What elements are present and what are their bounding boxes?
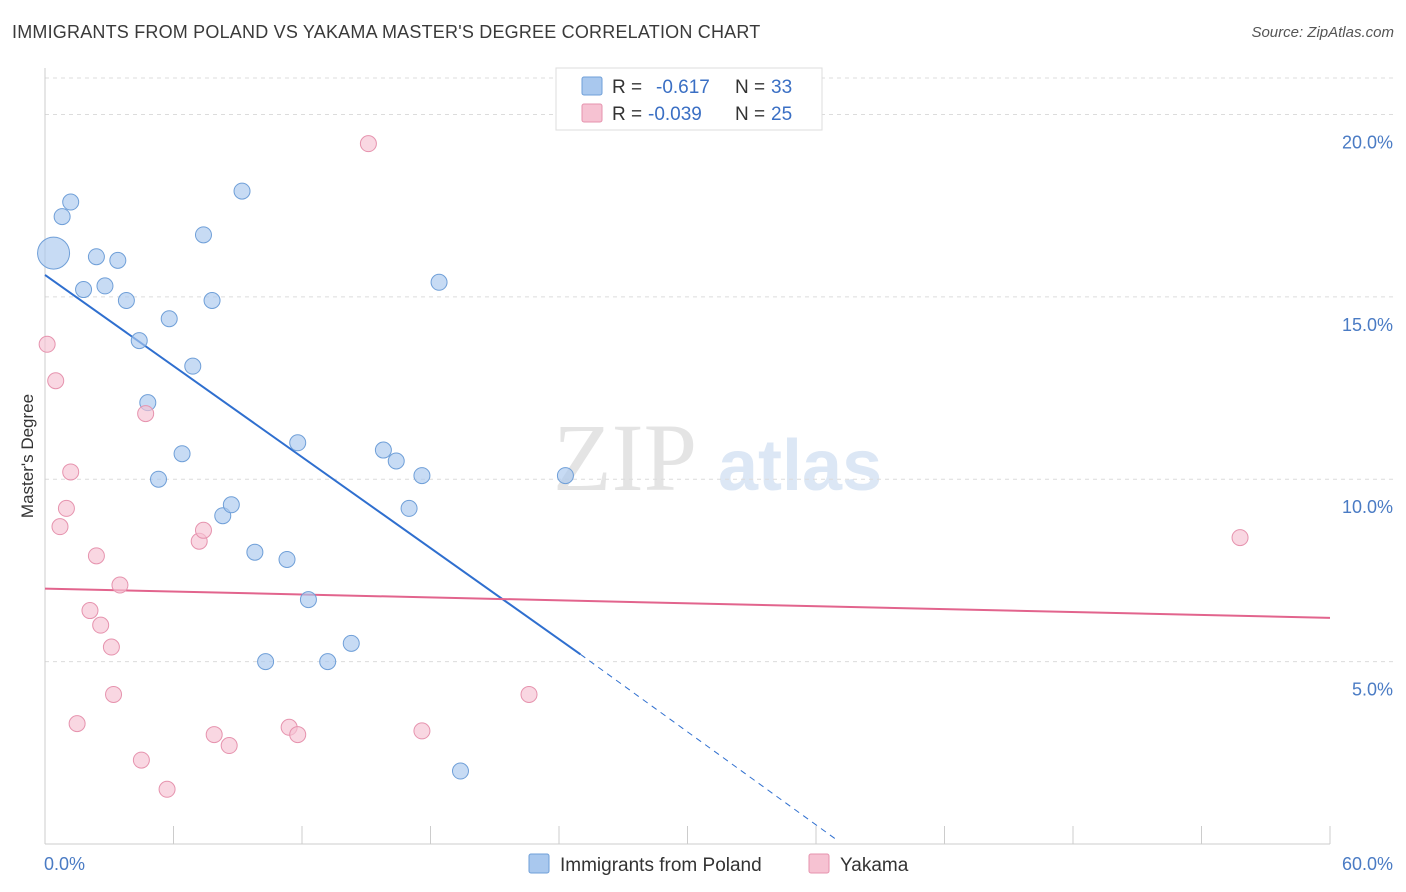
point-yakama-21 — [359, 135, 377, 153]
point-poland-20 — [257, 653, 275, 671]
point-poland-6 — [109, 251, 127, 269]
point-poland-10 — [150, 470, 168, 488]
point-poland-5 — [96, 277, 114, 295]
point-poland-23 — [299, 591, 317, 609]
point-poland-25 — [342, 634, 360, 652]
point-yakama-2 — [51, 518, 69, 536]
point-yakama-0 — [38, 335, 56, 353]
point-poland-31 — [451, 762, 469, 780]
data-points — [37, 135, 1249, 798]
y-axis-title: Master's Degree — [18, 394, 37, 518]
point-poland-12 — [173, 445, 191, 463]
series-legend: Immigrants from Poland Yakama — [528, 853, 909, 876]
legend-r-value-yakama: -0.039 — [648, 104, 702, 125]
x-tick-label-max: 60.0% — [1342, 854, 1393, 874]
point-yakama-18 — [220, 737, 238, 755]
axes — [44, 68, 1331, 845]
trend-line-yakama — [44, 587, 1331, 619]
point-poland-2 — [62, 193, 80, 211]
point-poland-30 — [430, 273, 448, 291]
point-yakama-12 — [132, 751, 150, 769]
gridlines — [45, 77, 1393, 663]
legend-n-label-yakama: N = — [735, 104, 765, 125]
point-poland-26 — [374, 441, 392, 459]
chart-source: Source: ZipAtlas.com — [1251, 24, 1394, 41]
point-yakama-4 — [62, 463, 80, 481]
y-tick-label-10: 10.0% — [1342, 497, 1393, 517]
legend-n-value-yakama: 25 — [771, 104, 792, 125]
point-poland-3 — [75, 281, 93, 299]
point-poland-14 — [194, 226, 212, 244]
point-poland-27 — [387, 452, 405, 470]
stats-legend: R = -0.617 N = 33 R = -0.039 N = 25 — [555, 67, 823, 131]
point-yakama-17 — [205, 726, 223, 744]
point-yakama-20 — [289, 726, 307, 744]
series-legend-swatch-yakama — [808, 853, 830, 874]
point-poland-29 — [413, 467, 431, 485]
point-yakama-22 — [413, 722, 431, 740]
watermark-zip: ZIP — [553, 404, 697, 511]
series-legend-label-poland: Immigrants from Poland — [560, 855, 762, 876]
point-poland-22 — [289, 434, 307, 452]
legend-swatch-poland — [581, 76, 603, 96]
point-yakama-13 — [137, 405, 155, 423]
y-tick-labels: 5.0% 10.0% 15.0% 20.0% — [1342, 132, 1393, 699]
point-poland-28 — [400, 499, 418, 517]
point-poland-7 — [117, 292, 135, 310]
point-yakama-8 — [92, 616, 110, 634]
series-legend-swatch-poland — [528, 853, 550, 874]
series-legend-label-yakama: Yakama — [840, 855, 909, 876]
legend-r-value-poland: -0.617 — [656, 77, 710, 98]
point-poland-15 — [203, 292, 221, 310]
point-poland-4 — [87, 248, 105, 266]
point-poland-0 — [37, 236, 71, 270]
point-yakama-23 — [520, 685, 538, 703]
point-yakama-24 — [1231, 529, 1249, 547]
legend-r-label-yakama: R = — [612, 104, 642, 125]
point-yakama-9 — [102, 638, 120, 656]
point-yakama-5 — [68, 715, 86, 733]
x-tick-label-min: 0.0% — [44, 854, 85, 874]
point-yakama-6 — [81, 602, 99, 620]
y-tick-label-5: 5.0% — [1352, 680, 1393, 700]
watermark-atlas: atlas — [718, 426, 882, 506]
point-poland-17 — [222, 496, 240, 514]
chart-title: IMMIGRANTS FROM POLAND VS YAKAMA MASTER'… — [12, 22, 761, 42]
point-poland-8 — [130, 332, 148, 350]
point-poland-1 — [53, 208, 71, 226]
y-tick-label-20: 20.0% — [1342, 132, 1393, 152]
point-yakama-1 — [47, 372, 65, 390]
point-poland-18 — [233, 182, 251, 200]
point-poland-19 — [246, 543, 264, 561]
point-poland-13 — [184, 357, 202, 375]
point-yakama-7 — [87, 547, 105, 565]
point-poland-11 — [160, 310, 178, 328]
point-poland-24 — [319, 653, 337, 671]
point-yakama-10 — [105, 685, 123, 703]
point-yakama-11 — [111, 576, 129, 594]
trend-line-poland-extension — [580, 653, 838, 841]
legend-n-value-poland: 33 — [771, 77, 792, 98]
point-yakama-14 — [158, 780, 176, 798]
point-poland-21 — [278, 550, 296, 568]
point-yakama-16 — [194, 521, 212, 539]
point-yakama-3 — [57, 499, 75, 517]
legend-r-label-poland: R = — [612, 77, 642, 98]
legend-swatch-yakama — [581, 103, 603, 123]
point-poland-32 — [556, 467, 574, 485]
y-tick-label-15: 15.0% — [1342, 315, 1393, 335]
trend-lines — [44, 274, 1331, 841]
legend-n-label-poland: N = — [735, 77, 765, 98]
